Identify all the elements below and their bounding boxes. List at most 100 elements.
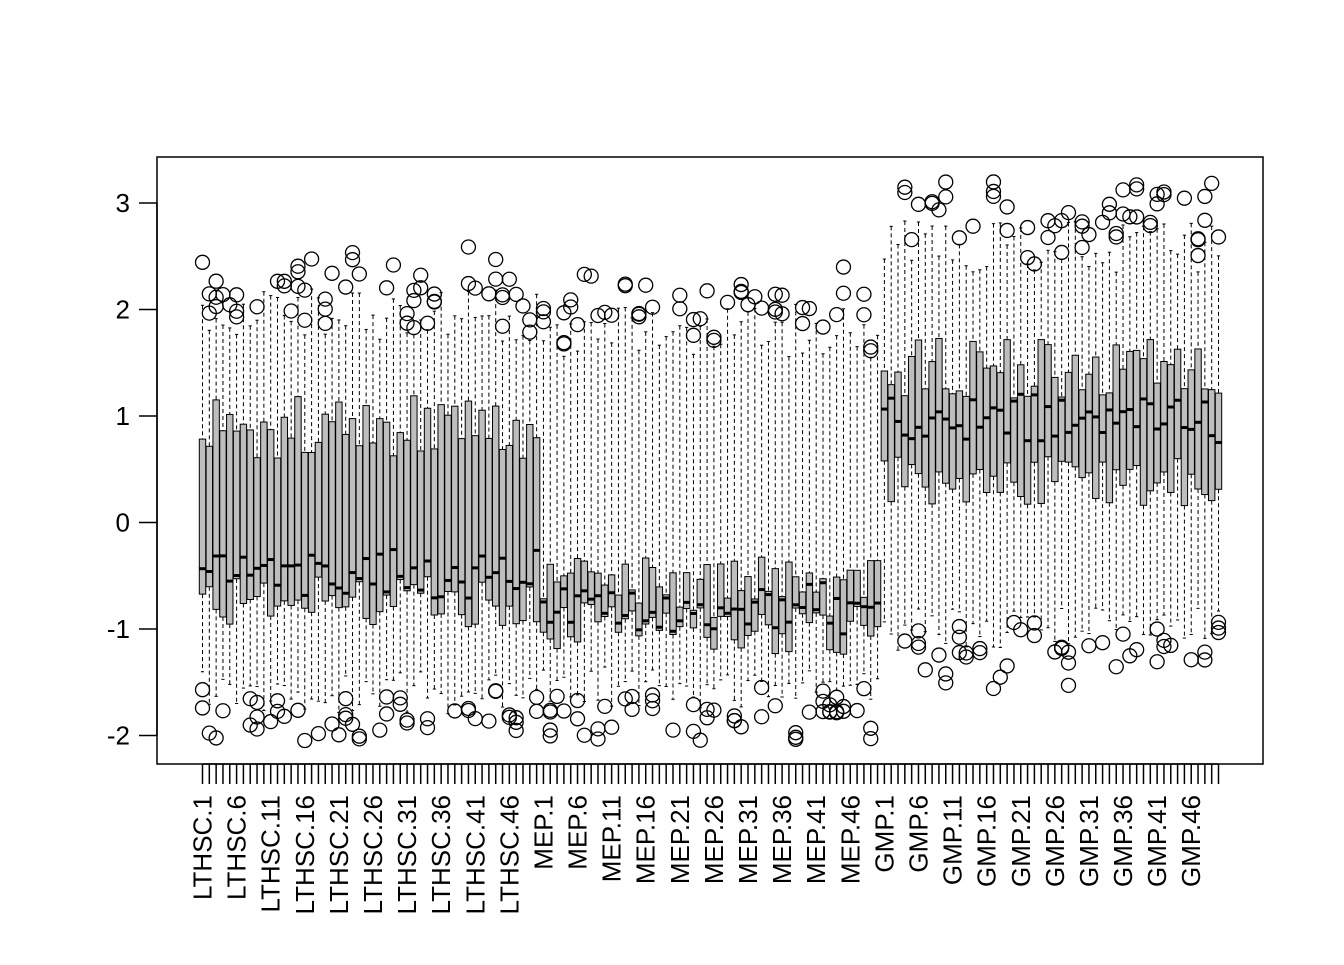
outlier-point (1197, 212, 1213, 228)
outlier-point (856, 681, 872, 697)
outlier-point (590, 731, 606, 747)
box-iqr (1187, 369, 1195, 475)
outlier-point (863, 720, 879, 736)
box-MEP-31 (740, 297, 756, 682)
outlier-point (856, 286, 872, 302)
box-MEP-6 (569, 316, 586, 727)
outlier-point (228, 309, 245, 325)
box-iqr (1173, 348, 1182, 460)
outlier-point (1013, 622, 1029, 638)
box-iqr (1023, 395, 1032, 505)
outlier-point (317, 301, 333, 317)
x-tick-label: GMP.36 (1108, 795, 1138, 887)
outlier-point (542, 728, 558, 744)
outlier-point (1197, 652, 1213, 668)
box-iqr (1207, 389, 1216, 502)
box-iqr (1167, 364, 1175, 493)
box-iqr (962, 395, 970, 503)
outlier-point (794, 315, 811, 332)
outlier-point (563, 292, 579, 308)
x-tick-label: MEP.46 (835, 795, 865, 884)
outlier-point (597, 698, 613, 715)
box-iqr (1132, 349, 1141, 467)
outlier-point (344, 244, 361, 261)
outlier-point (1176, 190, 1193, 206)
outlier-point (208, 289, 224, 305)
box-MEP-43 (822, 346, 838, 720)
outlier-point (1210, 229, 1227, 245)
box-GMP-44 (1173, 253, 1182, 621)
box-iqr (519, 457, 527, 622)
outlier-point (508, 722, 524, 739)
outlier-point (1149, 621, 1165, 637)
box-iqr (839, 579, 848, 655)
box-iqr (567, 572, 575, 638)
outlier-point (951, 230, 968, 246)
outlier-point (965, 218, 981, 234)
outlier-point (910, 196, 927, 212)
outlier-point (1142, 214, 1158, 231)
box-MEP-37 (785, 356, 793, 685)
outlier-point (1060, 644, 1077, 660)
box-iqr (430, 448, 439, 616)
outlier-point (692, 732, 708, 748)
outlier-point (767, 698, 783, 714)
outlier-point (1129, 181, 1145, 197)
box-MEP-33 (753, 300, 770, 725)
box-GMP-29 (1071, 221, 1080, 638)
outlier-point (624, 701, 640, 718)
box-iqr (307, 452, 316, 613)
outlier-point (631, 309, 647, 325)
outlier-point (1094, 214, 1111, 230)
box-MEP-18 (655, 344, 664, 687)
outlier-point (828, 306, 845, 323)
outlier-point (1019, 219, 1036, 236)
box-iqr (526, 423, 534, 588)
box-iqr (778, 596, 786, 635)
box-GMP-1 (880, 258, 889, 623)
box-iqr (396, 432, 404, 581)
box-iqr (1085, 373, 1093, 474)
outlier-point (849, 702, 865, 719)
x-tick-label: MEP.1 (528, 795, 558, 870)
box-MEP-14 (624, 317, 640, 718)
outlier-point (672, 301, 688, 317)
box-LTHSC-19 (317, 291, 333, 704)
outlier-point (815, 683, 831, 699)
box-iqr (655, 586, 664, 631)
outlier-point (897, 633, 913, 649)
box-iqr (335, 401, 343, 609)
outlier-point (194, 700, 211, 716)
box-GMP-11 (948, 259, 957, 610)
box-iqr (301, 451, 309, 609)
box-GMP-39 (1139, 225, 1148, 636)
box-MEP-2 (542, 326, 558, 744)
outlier-point (1108, 229, 1124, 245)
box-LTHSC-43 (481, 286, 497, 729)
outlier-point (638, 277, 654, 293)
outlier-point (801, 704, 818, 720)
outlier-point (1060, 677, 1077, 693)
outlier-point (1060, 655, 1077, 671)
outlier-point (419, 315, 436, 331)
x-tick-label: MEP.36 (767, 795, 797, 884)
box-iqr (989, 365, 998, 477)
outlier-point (488, 271, 504, 287)
outlier-point (897, 184, 913, 201)
box-MEP-40 (801, 300, 818, 720)
outlier-point (774, 287, 790, 303)
outlier-point (263, 713, 279, 730)
box-MEP-9 (590, 307, 606, 747)
outlier-point (617, 276, 633, 292)
outlier-point (794, 299, 811, 316)
box-MEP-20 (665, 331, 681, 738)
box-iqr (860, 596, 868, 626)
x-tick-label: LTHSC.21 (324, 795, 354, 914)
outlier-point (835, 285, 852, 301)
outlier-point (1129, 177, 1145, 193)
outlier-point (494, 318, 511, 334)
outlier-point (951, 629, 968, 645)
box-iqr (901, 395, 909, 488)
outlier-point (508, 710, 524, 726)
